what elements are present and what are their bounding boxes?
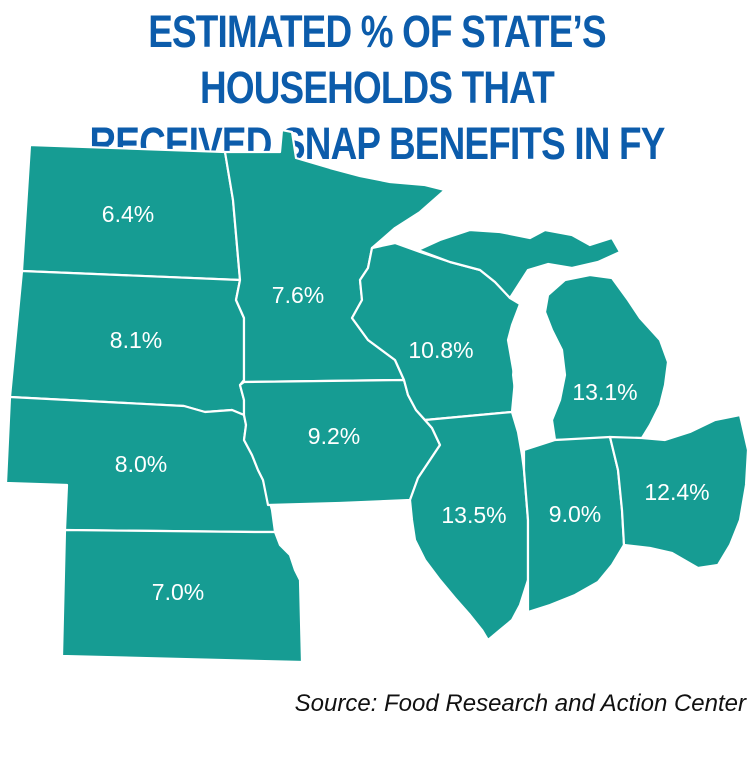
lake-michigan xyxy=(512,270,565,448)
label-michigan: 13.1% xyxy=(572,379,637,405)
state-kansas xyxy=(60,528,304,664)
title-line-1: ESTIMATED % OF STATE’S HOUSEHOLDS THAT xyxy=(148,6,606,113)
state-michigan-upper xyxy=(416,228,622,300)
label-nebraska: 8.0% xyxy=(115,451,167,477)
label-iowa: 9.2% xyxy=(308,423,360,449)
label-kansas: 7.0% xyxy=(152,579,204,605)
source-note: Source: Food Research and Action Center xyxy=(294,690,746,717)
label-indiana: 9.0% xyxy=(549,501,601,527)
state-ohio xyxy=(608,413,750,570)
label-wisconsin: 10.8% xyxy=(408,337,473,363)
label-south-dakota: 8.1% xyxy=(110,327,162,353)
label-illinois: 13.5% xyxy=(441,502,506,528)
label-north-dakota: 6.4% xyxy=(102,201,154,227)
state-michigan xyxy=(543,273,670,442)
label-ohio: 12.4% xyxy=(644,479,709,505)
label-minnesota: 7.6% xyxy=(272,282,324,308)
